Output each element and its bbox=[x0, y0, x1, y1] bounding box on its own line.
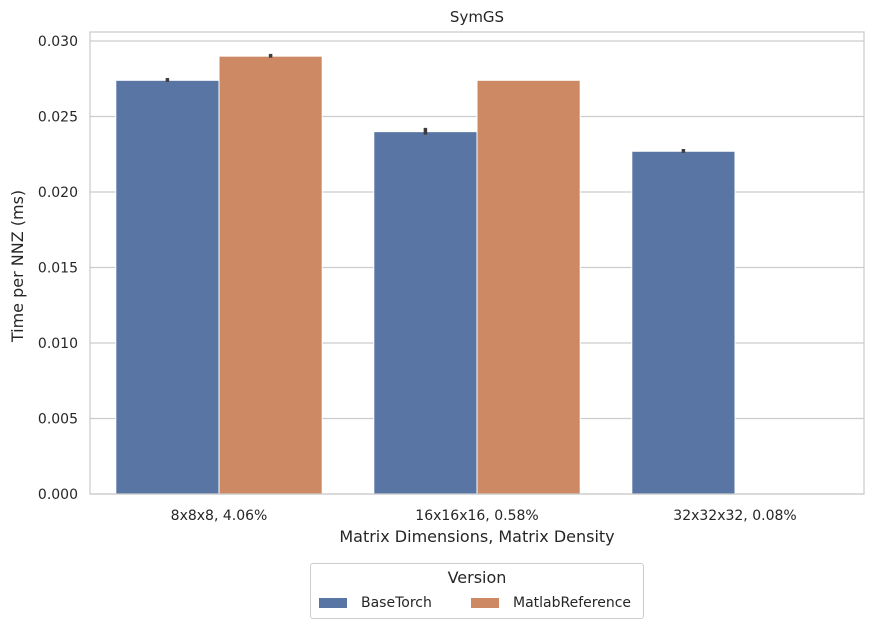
x-tick-label: 16x16x16, 0.58% bbox=[415, 508, 538, 524]
y-tick-label: 0.005 bbox=[38, 412, 78, 428]
error-bars bbox=[165, 53, 686, 153]
y-axis-label: Time per NNZ (ms) bbox=[8, 190, 27, 343]
y-tick-label: 0.000 bbox=[38, 487, 78, 503]
legend-label-basetorch: BaseTorch bbox=[361, 595, 432, 611]
chart-title: SymGS bbox=[450, 8, 504, 26]
bar-chart: SymGS 0.000 0.005 0.010 0.015 0.020 0.025 0.03… bbox=[8, 8, 865, 546]
x-axis-label: Matrix Dimensions, Matrix Density bbox=[339, 527, 614, 546]
bar-basetorch-2 bbox=[631, 150, 736, 495]
bar-basetorch-0 bbox=[115, 79, 220, 495]
plot-frame bbox=[89, 31, 865, 495]
legend: Version BaseTorch MatlabReference bbox=[310, 563, 644, 619]
x-tick-label: 32x32x32, 0.08% bbox=[673, 508, 796, 524]
legend-title: Version bbox=[447, 568, 507, 587]
x-tick-labels: 8x8x8, 4.06% 16x16x16, 0.58% 32x32x32, 0.0… bbox=[171, 508, 797, 524]
x-tick-label: 8x8x8, 4.06% bbox=[171, 508, 268, 524]
legend-label-matlabreference: MatlabReference bbox=[513, 595, 632, 611]
bars bbox=[115, 55, 736, 495]
legend-swatch-basetorch bbox=[319, 598, 347, 608]
y-tick-label: 0.025 bbox=[38, 110, 78, 126]
legend-swatch-matlabreference bbox=[471, 598, 499, 608]
y-tick-label: 0.020 bbox=[38, 185, 78, 201]
bar-basetorch-1 bbox=[373, 131, 478, 495]
y-tick-labels: 0.000 0.005 0.010 0.015 0.020 0.025 0.030 bbox=[38, 34, 78, 503]
legend-item-matlabreference: MatlabReference bbox=[471, 594, 631, 612]
legend-item-basetorch: BaseTorch bbox=[319, 594, 432, 612]
bar-matlabreference-0 bbox=[218, 55, 323, 495]
y-tick-label: 0.015 bbox=[38, 261, 78, 277]
y-tick-label: 0.030 bbox=[38, 34, 78, 50]
bar-matlabreference-1 bbox=[476, 79, 581, 495]
y-tick-label: 0.010 bbox=[38, 336, 78, 352]
